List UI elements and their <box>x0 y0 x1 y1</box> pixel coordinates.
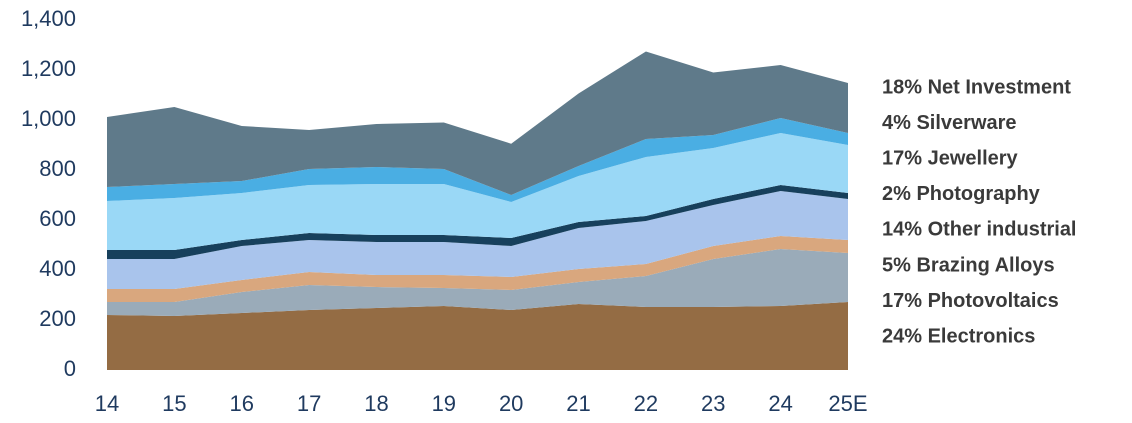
legend-label: 4% Silverware <box>882 112 1017 134</box>
legend-label: 17% Jewellery <box>882 147 1019 169</box>
area <box>107 185 848 259</box>
y-tick-label: 0 <box>64 356 76 381</box>
y-tick-label: 400 <box>39 256 76 281</box>
legend-label: 5% Brazing Alloys <box>882 254 1055 276</box>
area <box>107 302 848 370</box>
x-tick-label: 23 <box>701 391 725 416</box>
legend-label: 18% Net Investment <box>882 76 1071 98</box>
legend-label: 2% Photography <box>882 183 1041 205</box>
x-tick-label: 17 <box>297 391 321 416</box>
x-tick-label: 21 <box>566 391 590 416</box>
y-tick-label: 1,000 <box>21 106 76 131</box>
area <box>107 133 848 250</box>
x-tick-label: 25E <box>828 391 867 416</box>
x-tick-label: 15 <box>162 391 186 416</box>
x-tick-label: 16 <box>229 391 253 416</box>
legend-label: 14% Other industrial <box>882 219 1077 241</box>
x-tick-label: 18 <box>364 391 388 416</box>
area <box>107 236 848 302</box>
y-tick-label: 1,400 <box>21 6 76 31</box>
y-tick-label: 200 <box>39 306 76 331</box>
area <box>107 118 848 202</box>
x-tick-label: 20 <box>499 391 523 416</box>
x-tick-label: 22 <box>634 391 658 416</box>
area <box>107 51 848 195</box>
y-tick-label: 800 <box>39 156 76 181</box>
y-tick-label: 600 <box>39 206 76 231</box>
area <box>107 191 848 289</box>
area <box>107 249 848 316</box>
x-tick-label: 24 <box>768 391 792 416</box>
x-tick-label: 19 <box>432 391 456 416</box>
y-tick-label: 1,200 <box>21 56 76 81</box>
legend-label: 24% Electronics <box>882 325 1035 347</box>
x-tick-label: 14 <box>95 391 119 416</box>
legend-label: 17% Photovoltaics <box>882 290 1059 312</box>
